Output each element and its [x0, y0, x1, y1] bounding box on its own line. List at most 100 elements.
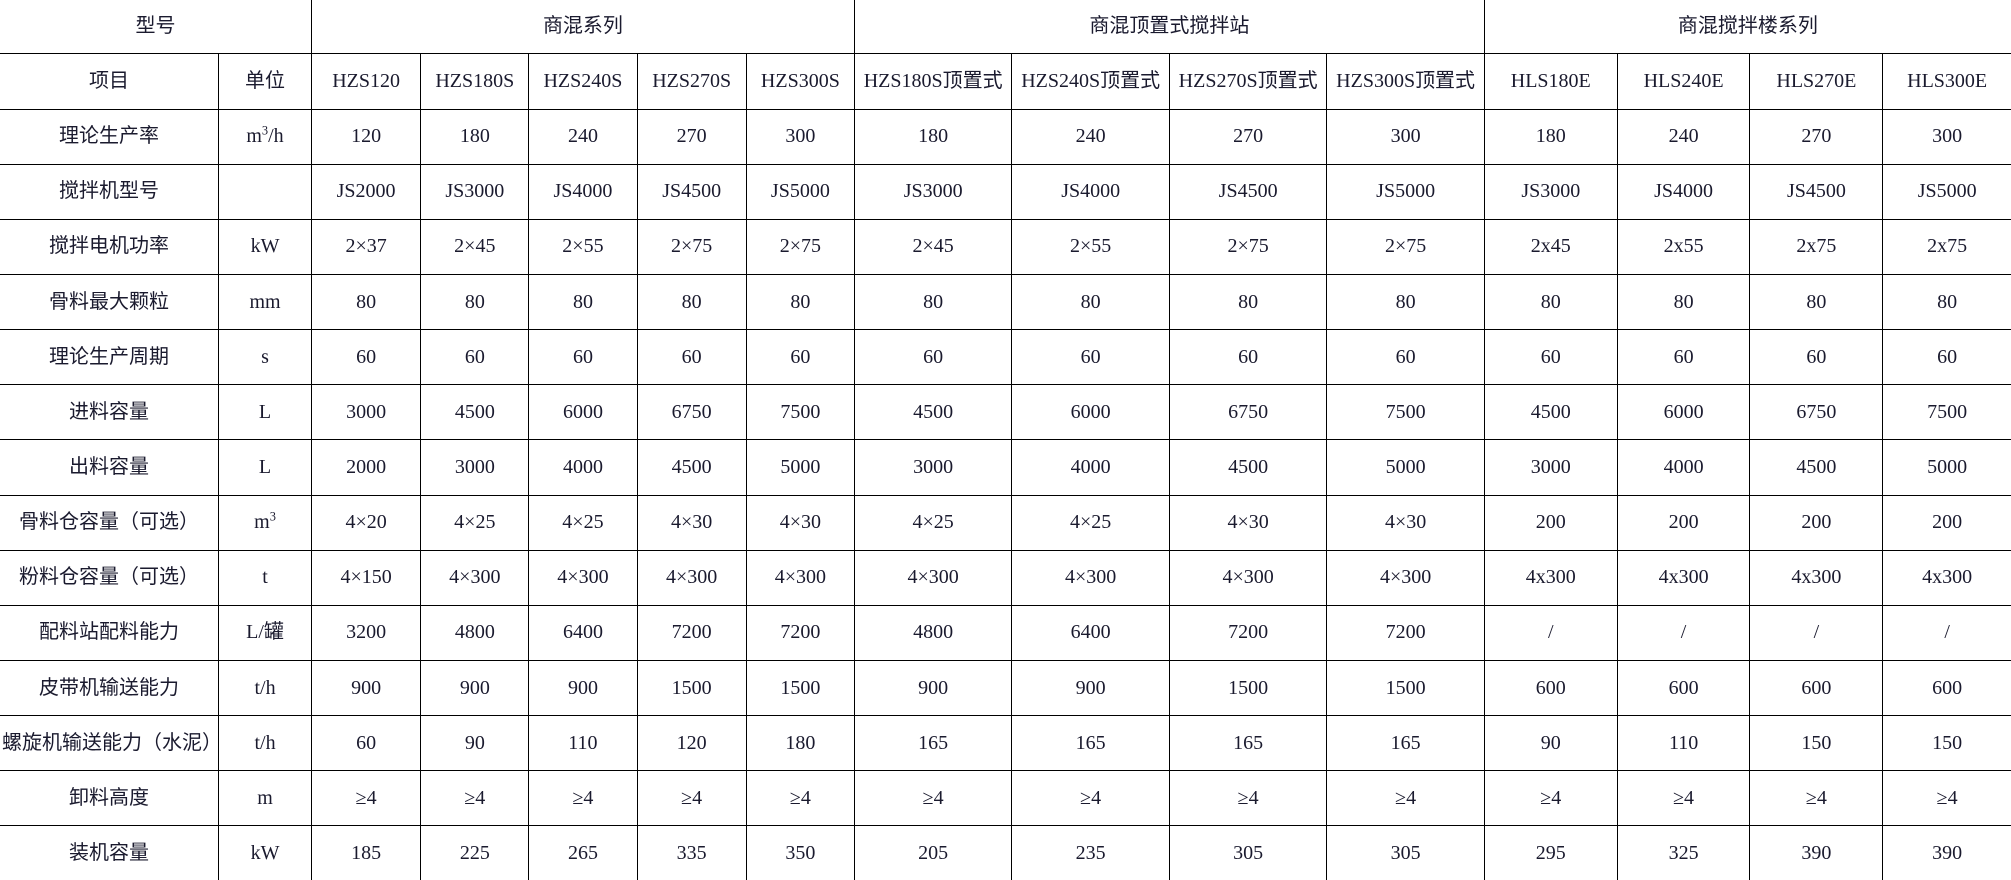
- data-cell: 900: [310, 660, 422, 717]
- table-row: 皮带机输送能力 t/h 900 900 900 1500 1500 900 900 1500 150…: [0, 660, 2011, 717]
- data-cell: 4x300: [1483, 549, 1618, 606]
- group-header: 商混搅拌楼系列: [1483, 0, 2011, 55]
- data-cell: 7500: [745, 384, 855, 441]
- data-cell: 80: [1168, 274, 1328, 331]
- data-cell: JS5000: [1326, 163, 1485, 220]
- data-cell: 5000: [1326, 439, 1485, 496]
- data-cell: 1500: [745, 660, 855, 717]
- data-cell: 3000: [853, 439, 1013, 496]
- data-cell: 4800: [853, 604, 1013, 662]
- group-header: 商混系列: [310, 0, 855, 55]
- data-cell: 900: [853, 660, 1013, 717]
- data-cell: 6000: [528, 384, 638, 441]
- data-cell: 300: [1882, 108, 2011, 165]
- data-cell: 4×300: [420, 549, 530, 606]
- data-cell: 4×25: [528, 494, 638, 551]
- data-cell: 240: [528, 108, 638, 165]
- row-unit: [218, 163, 312, 220]
- data-cell: 7500: [1882, 384, 2011, 441]
- data-cell: 6000: [1616, 384, 1751, 441]
- data-cell: 5000: [1882, 439, 2011, 496]
- data-cell: 235: [1011, 825, 1170, 880]
- data-cell: 6750: [1168, 384, 1328, 441]
- data-cell: 1500: [1326, 660, 1485, 717]
- model-column-header: HLS300E: [1882, 53, 2011, 110]
- data-cell: 4800: [420, 604, 530, 662]
- data-cell: JS5000: [1882, 163, 2011, 220]
- data-cell: 80: [310, 274, 422, 331]
- data-cell: JS4500: [1749, 163, 1884, 220]
- data-cell: 80: [1616, 274, 1751, 331]
- row-unit: kW: [218, 218, 312, 276]
- data-cell: 7200: [745, 604, 855, 662]
- data-cell: 80: [853, 274, 1013, 331]
- data-cell: ≥4: [1011, 770, 1170, 827]
- data-cell: 90: [1483, 715, 1618, 772]
- table-row: 搅拌机型号 JS2000 JS3000 JS4000 JS4500 JS5000 JS300…: [0, 163, 2011, 220]
- data-cell: 2x75: [1882, 218, 2011, 276]
- data-cell: ≥4: [1749, 770, 1884, 827]
- data-cell: ≥4: [745, 770, 855, 827]
- data-cell: 60: [1168, 329, 1328, 386]
- data-cell: 4×20: [310, 494, 422, 551]
- data-cell: 2×45: [420, 218, 530, 276]
- data-cell: 4x300: [1882, 549, 2011, 606]
- data-cell: 6400: [528, 604, 638, 662]
- data-cell: 150: [1749, 715, 1884, 772]
- data-cell: 4000: [528, 439, 638, 496]
- data-cell: 60: [310, 715, 422, 772]
- data-cell: ≥4: [310, 770, 422, 827]
- model-column-header: HZS180S顶置式: [853, 53, 1013, 110]
- row-label: 卸料高度: [0, 770, 220, 827]
- data-cell: 4×30: [1326, 494, 1485, 551]
- data-cell: 165: [1326, 715, 1485, 772]
- data-cell: 180: [1483, 108, 1618, 165]
- data-cell: 110: [528, 715, 638, 772]
- header-row-groups: 型号 商混系列 商混顶置式搅拌站 商混搅拌楼系列: [0, 0, 2011, 55]
- data-cell: ≥4: [853, 770, 1013, 827]
- data-cell: 600: [1882, 660, 2011, 717]
- model-column-header: HZS240S: [528, 53, 638, 110]
- data-cell: 5000: [745, 439, 855, 496]
- data-cell: 80: [420, 274, 530, 331]
- data-cell: 900: [1011, 660, 1170, 717]
- data-cell: JS4000: [1616, 163, 1751, 220]
- data-cell: ≥4: [420, 770, 530, 827]
- data-cell: 60: [1616, 329, 1751, 386]
- data-cell: JS3000: [420, 163, 530, 220]
- data-cell: 2000: [310, 439, 422, 496]
- data-cell: 4×25: [1011, 494, 1170, 551]
- model-column-header: HZS180S: [420, 53, 530, 110]
- data-cell: ≥4: [1168, 770, 1328, 827]
- data-cell: 225: [420, 825, 530, 880]
- data-cell: 270: [1168, 108, 1328, 165]
- data-cell: 900: [420, 660, 530, 717]
- row-unit: m: [218, 770, 312, 827]
- table-row: 搅拌电机功率 kW 2×37 2×45 2×55 2×75 2×75 2×45 2×55 2×75…: [0, 218, 2011, 276]
- data-cell: 4000: [1011, 439, 1170, 496]
- data-cell: 4×25: [853, 494, 1013, 551]
- data-cell: 295: [1483, 825, 1618, 880]
- data-cell: 2x55: [1616, 218, 1751, 276]
- row-unit: L: [218, 384, 312, 441]
- data-cell: 2×75: [745, 218, 855, 276]
- data-cell: 6750: [1749, 384, 1884, 441]
- row-label: 螺旋机输送能力（水泥）: [0, 715, 220, 772]
- data-cell: 270: [636, 108, 747, 165]
- data-cell: JS4000: [528, 163, 638, 220]
- data-cell: 6750: [636, 384, 747, 441]
- data-cell: /: [1616, 604, 1751, 662]
- table-row: 理论生产周期 s 60 60 60 60 60 60 60 60 60 60 60 60 60: [0, 329, 2011, 386]
- data-cell: 4500: [853, 384, 1013, 441]
- row-label: 骨料最大颗粒: [0, 274, 220, 331]
- table-row: 配料站配料能力 L/罐 3200 4800 6400 7200 7200 4800 6400 72…: [0, 604, 2011, 662]
- data-cell: 4×300: [528, 549, 638, 606]
- row-unit: L: [218, 439, 312, 496]
- data-cell: 4×30: [636, 494, 747, 551]
- data-cell: 165: [1011, 715, 1170, 772]
- model-column-header: HZS270S顶置式: [1168, 53, 1328, 110]
- data-cell: 150: [1882, 715, 2011, 772]
- row-unit: mm: [218, 274, 312, 331]
- data-cell: ≥4: [1483, 770, 1618, 827]
- table-row: 理论生产率 m3/h 120 180 240 270 300 180 240 270 300 180 2…: [0, 108, 2011, 165]
